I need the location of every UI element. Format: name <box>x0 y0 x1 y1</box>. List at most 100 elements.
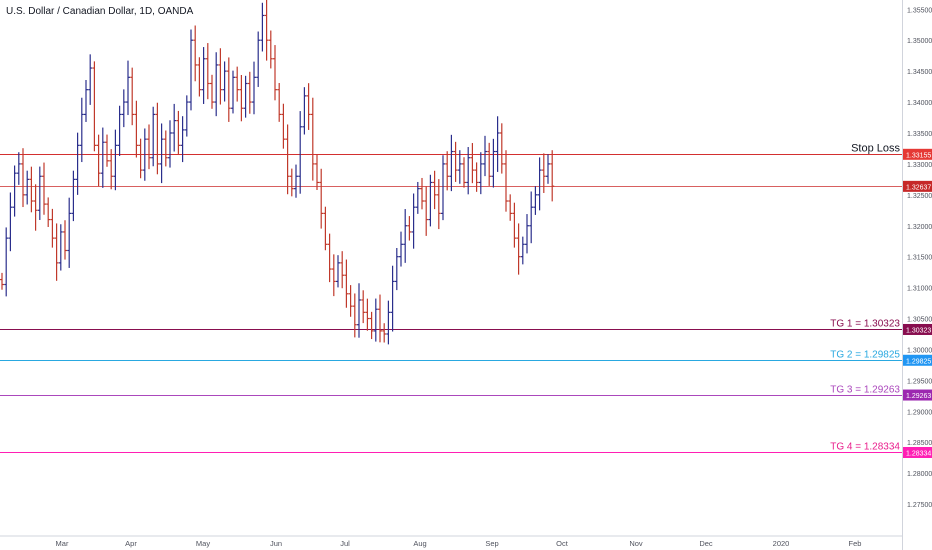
ohlc-bar <box>495 116 500 172</box>
ohlc-bar <box>218 48 223 105</box>
ohlc-bar <box>88 54 93 105</box>
x-tick-label: 2020 <box>773 539 790 548</box>
ohlc-bar <box>541 153 546 193</box>
ohlc-bar <box>84 79 88 122</box>
ohlc-bar <box>453 141 458 182</box>
ohlc-bar <box>172 103 177 152</box>
ohlc-bar <box>113 129 118 191</box>
tg-2-badge-text: 1.29825 <box>906 358 931 365</box>
ohlc-bar <box>319 168 324 229</box>
ohlc-bar <box>474 162 479 192</box>
ohlc-bar <box>71 170 76 222</box>
stop-loss-badge <box>903 148 932 160</box>
ohlc-bar <box>390 265 395 332</box>
ohlc-bar <box>529 191 534 244</box>
ohlc-bar <box>184 95 189 137</box>
ohlc-bar <box>491 138 496 188</box>
ohlc-bar <box>352 293 357 338</box>
ohlc-bar <box>193 25 198 82</box>
ohlc-bar <box>252 61 256 115</box>
ohlc-bar <box>0 272 4 290</box>
ohlc-bar <box>25 170 30 205</box>
tg-3-label: TG 3 = 1.29263 <box>830 385 900 396</box>
y-axis: 1.27500 1.28000 1.28500 1.29000 1.29500 1.300… <box>902 0 932 550</box>
ohlc-bar <box>105 134 109 167</box>
ohlc-bar <box>294 164 298 198</box>
ohlc-bar <box>168 120 172 168</box>
ohlc-bar <box>79 97 84 163</box>
y-tick-label: 1.35000 <box>907 38 932 45</box>
price-badges: 1.33155 1.32637 1.30323 1.29825 1.29263 1.283… <box>903 148 932 458</box>
ohlc-bar <box>214 52 219 117</box>
ohlc-bar <box>54 223 59 281</box>
ohlc-bar <box>520 236 525 265</box>
ohlc-bar <box>504 150 508 212</box>
ohlc-bar <box>117 105 122 156</box>
ohlc-bar <box>134 100 139 158</box>
ohlc-bar <box>42 162 46 215</box>
y-tick-label: 1.34000 <box>907 100 932 107</box>
tg-1-label: TG 1 = 1.30323 <box>830 319 900 330</box>
current-price-badge-text: 1.32637 <box>906 184 931 191</box>
ohlc-bar <box>373 298 378 342</box>
ohlc-bar <box>151 106 156 167</box>
tg-2-label: TG 2 = 1.29825 <box>830 350 900 361</box>
ohlc-bar <box>239 74 244 122</box>
y-tick-label: 1.35500 <box>907 7 932 14</box>
ohlc-bar <box>445 151 450 191</box>
ohlc-bar <box>16 152 21 185</box>
ohlc-bar <box>268 30 273 69</box>
ohlc-bar <box>205 43 210 100</box>
ohlc-bar <box>499 123 504 174</box>
ohlc-bar <box>394 247 399 291</box>
tg-3-badge-text: 1.29263 <box>906 393 931 400</box>
ohlc-bar <box>302 87 307 135</box>
ohlc-bar <box>63 220 67 260</box>
ohlc-bar <box>340 251 345 289</box>
ohlc-bar <box>327 233 332 283</box>
ohlc-bar <box>247 71 252 114</box>
x-tick-label: May <box>196 539 210 548</box>
x-axis: Mar Apr May Jun Jul Aug Sep Oct Nov Dec 2020 Feb <box>0 535 902 548</box>
ohlc-bar <box>67 197 72 268</box>
ohlc-bar <box>306 83 311 130</box>
ohlc-bar <box>369 311 374 340</box>
y-tick-label: 1.30500 <box>907 317 932 324</box>
ohlc-bar <box>29 166 34 213</box>
ohlc-bar <box>357 283 361 338</box>
ohlc-bar <box>289 168 294 197</box>
ohlc-bar <box>264 0 269 61</box>
ohlc-bar <box>285 124 290 195</box>
ohlc-bar <box>121 89 126 128</box>
ohlc-bar <box>436 179 441 230</box>
ohlc-bar <box>189 29 193 111</box>
ohlc-bar <box>470 143 475 184</box>
x-tick-label: Mar <box>56 539 69 548</box>
ohlc-bar <box>428 174 433 227</box>
ohlc-bar <box>109 149 114 190</box>
y-tick-label: 1.33000 <box>907 162 932 169</box>
ohlc-bar <box>226 57 231 122</box>
ohlc-bar <box>386 300 391 345</box>
ohlc-bar <box>231 70 235 114</box>
ohlc-bar <box>138 138 143 179</box>
x-tick-label: Aug <box>413 539 426 548</box>
ohlc-bar <box>399 231 403 267</box>
ohlc-bar <box>546 154 550 184</box>
ohlc-bar <box>424 186 429 236</box>
ohlc-bar <box>508 194 513 221</box>
ohlc-bar <box>449 134 454 192</box>
ohlc-bar <box>516 223 521 275</box>
current-price-badge <box>903 180 932 192</box>
y-tick-label: 1.30000 <box>907 347 932 354</box>
x-tick-label: Nov <box>629 539 643 548</box>
ohlc-bar <box>315 154 319 190</box>
x-tick-label: Jun <box>270 539 282 548</box>
ohlc-bar <box>537 157 542 211</box>
ohlc-bar <box>525 214 529 254</box>
ohlc-bar <box>407 216 412 241</box>
ohlc-bar <box>382 323 387 343</box>
ohlc-bar <box>235 66 240 102</box>
